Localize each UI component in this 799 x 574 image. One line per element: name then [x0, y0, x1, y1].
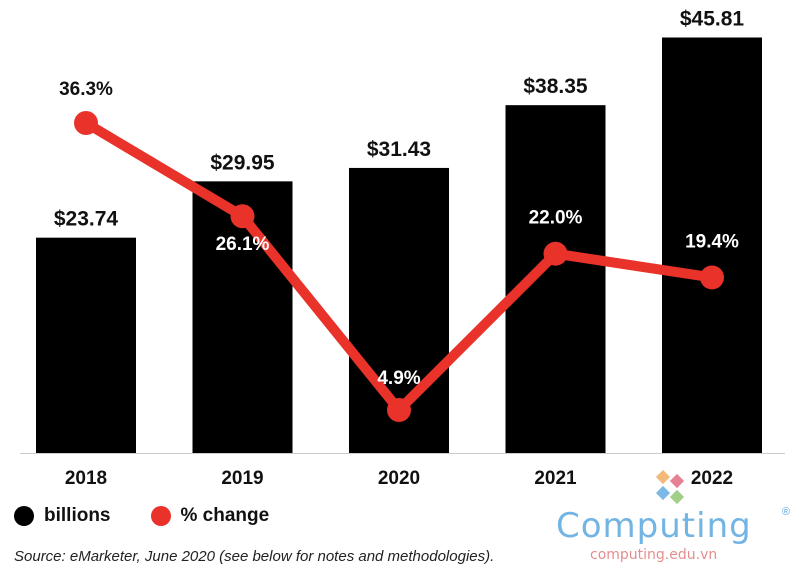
watermark: Computing ® computing.edu.vn	[556, 470, 792, 570]
pct-change-point-2022	[700, 265, 724, 290]
x-tick-label-2021: 2021	[534, 468, 577, 489]
bar-2018	[36, 237, 136, 453]
pct-change-point-2018	[74, 111, 98, 135]
bar-value-label-2021: $38.35	[523, 75, 588, 98]
pct-change-label-2018: 36.3%	[59, 79, 113, 100]
bar-2022	[662, 37, 762, 454]
watermark-site: computing.edu.vn	[590, 547, 718, 563]
legend-swatch-billions	[14, 506, 34, 526]
x-tick-label-2019: 2019	[221, 468, 263, 489]
pct-labels-layer: 36.3% 26.1% 4.9% 22.0% 19.4%	[59, 79, 739, 389]
legend-swatch-pct-change	[150, 506, 171, 526]
bar-value-label-2022: $45.81	[680, 8, 745, 31]
legend-item-pct-change: % change	[150, 505, 270, 527]
legend-label-pct-change: % change	[180, 505, 270, 526]
pct-change-label-2019: 26.1%	[216, 234, 270, 255]
pct-change-point-2020	[387, 398, 411, 422]
legend-item-billions: billions	[14, 505, 111, 527]
bar-labels-layer: $23.74 $29.95 $31.43 $38.35 $45.81	[54, 8, 745, 231]
pct-change-label-2022: 19.4%	[685, 231, 739, 252]
pct-change-label-2021: 22.0%	[529, 208, 583, 229]
bar-value-label-2020: $31.43	[367, 138, 431, 161]
legend: billions % change	[14, 505, 309, 527]
x-tick-label-2020: 2020	[378, 468, 420, 489]
legend-label-billions: billions	[44, 505, 111, 526]
pct-change-label-2020: 4.9%	[377, 368, 420, 389]
watermark-logo-icon	[655, 470, 685, 505]
pct-change-line-layer	[74, 111, 724, 422]
x-tick-label-2018: 2018	[65, 468, 107, 489]
chart: $23.74$29.95$31.43$38.35$45.81 2018 2019 2…	[20, 8, 785, 489]
bar-value-label-2018: $23.74	[54, 208, 119, 231]
bar-value-label-2019: $29.95	[210, 151, 275, 174]
watermark-name: Computing	[556, 506, 752, 546]
x-tick-labels: 2018 2019 2020 2021 2022	[65, 468, 733, 489]
pct-change-point-2021	[543, 241, 568, 266]
x-tick-label-2022: 2022	[691, 468, 733, 489]
watermark-registered-mark: ®	[781, 506, 790, 518]
pct-change-point-2019	[230, 204, 255, 229]
bar-2021	[505, 105, 606, 453]
bars-layer	[36, 37, 762, 454]
source-note: Source: eMarketer, June 2020 (see below …	[14, 548, 495, 565]
